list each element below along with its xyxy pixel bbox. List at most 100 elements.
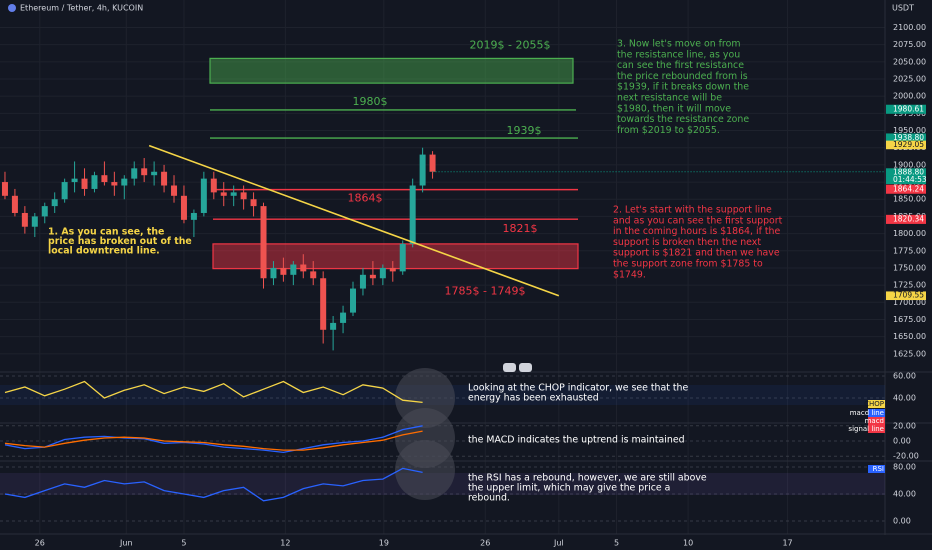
annotation-text: the upper limit, which may give the pric… bbox=[468, 483, 670, 494]
legend-box bbox=[868, 409, 885, 417]
y-tick-label: 0.00 bbox=[893, 517, 911, 526]
annotation-text: $1939, if it breaks down the bbox=[617, 82, 749, 93]
legend-box bbox=[868, 465, 885, 473]
x-tick-label: 12 bbox=[280, 539, 290, 548]
candle-body bbox=[51, 199, 58, 207]
candle-body bbox=[21, 212, 28, 227]
y-tick-label: 1675.00 bbox=[893, 315, 926, 324]
candle-body bbox=[91, 175, 98, 189]
legend-box bbox=[868, 400, 885, 408]
symbol-icon bbox=[8, 4, 16, 12]
annotation-text: 1. As you can see, the bbox=[48, 227, 164, 238]
annotation-text: the price rebounded from is bbox=[617, 71, 748, 82]
candle-body bbox=[359, 274, 366, 289]
candle-body bbox=[131, 168, 138, 179]
candle-body bbox=[389, 267, 396, 272]
countdown: 01:44:53 bbox=[893, 175, 927, 184]
annotation-text: towards the resistance zone bbox=[617, 114, 749, 125]
trendline bbox=[148, 144, 560, 297]
price-tag-label: 1709.55 bbox=[893, 291, 924, 300]
x-tick-label: Jun bbox=[119, 539, 133, 548]
grid bbox=[0, 0, 885, 534]
candle-body bbox=[399, 243, 406, 272]
legend-label: macd bbox=[865, 417, 884, 425]
y-tick-label: 1950.00 bbox=[893, 126, 926, 135]
candle-body bbox=[419, 154, 426, 186]
legend-label: CHOP bbox=[864, 400, 884, 408]
candle-body bbox=[1, 182, 8, 196]
price-tag bbox=[886, 140, 926, 150]
y-tick-label: 40.00 bbox=[893, 490, 916, 499]
level-label: 1939$ bbox=[507, 124, 542, 137]
indicator-icon[interactable] bbox=[503, 363, 516, 372]
price-tag bbox=[886, 133, 926, 143]
x-tick-label: 5 bbox=[614, 539, 619, 548]
y-tick-label: 1750.00 bbox=[893, 263, 926, 272]
candle-body bbox=[280, 267, 287, 275]
candle-body bbox=[270, 267, 277, 279]
y-tick-label: 80.00 bbox=[893, 463, 916, 472]
annotation-text: $1749. bbox=[613, 269, 646, 280]
annotation-text: 2. Let's start with the support line bbox=[613, 205, 772, 216]
candle-body bbox=[31, 216, 38, 227]
y-tick-label: 40.00 bbox=[893, 394, 916, 403]
y-tick-label: 1725.00 bbox=[893, 281, 926, 290]
annotation-text: rebound. bbox=[468, 493, 510, 504]
price-tag-label: 1938.80 bbox=[893, 133, 924, 142]
x-tick-label: 10 bbox=[683, 539, 693, 548]
candle-body bbox=[250, 199, 257, 207]
candle-body bbox=[71, 178, 78, 183]
candle-body bbox=[101, 175, 108, 183]
candle-body bbox=[290, 264, 297, 275]
indicator-icon[interactable] bbox=[519, 363, 532, 372]
y-tick-label: 1800.00 bbox=[893, 229, 926, 238]
candle-body bbox=[379, 267, 386, 279]
candle-body bbox=[171, 185, 178, 196]
candle-body bbox=[11, 195, 18, 213]
annotation-text: from $2019 to $2055. bbox=[617, 125, 720, 136]
y-tick-label: 60.00 bbox=[893, 372, 916, 381]
price-tag bbox=[886, 215, 926, 224]
zone bbox=[209, 57, 574, 84]
annotation-text: price has broken out of the bbox=[48, 236, 192, 247]
x-tick-label: 5 bbox=[181, 539, 186, 548]
price-tag-label: 1864.24 bbox=[893, 184, 924, 193]
highlight-circle bbox=[395, 440, 455, 500]
y-tick-label: 1900.00 bbox=[893, 160, 926, 169]
candle-body bbox=[310, 271, 317, 279]
price-tag-label: 1888.80 bbox=[893, 168, 924, 177]
candle-body bbox=[141, 168, 148, 176]
annotation-text: 3. Now let's move on from bbox=[617, 39, 740, 50]
candle-body bbox=[300, 264, 307, 272]
price-tag bbox=[886, 105, 926, 114]
price-tag bbox=[886, 185, 926, 194]
candle-body bbox=[180, 195, 187, 220]
annotation-text: energy has been exhausted bbox=[468, 393, 599, 404]
x-tick-label: 17 bbox=[782, 539, 792, 548]
x-tick-label: 26 bbox=[480, 539, 490, 548]
legend-label: RSI bbox=[873, 465, 884, 473]
annotation-text: the RSI has a rebound, however, we are s… bbox=[468, 473, 707, 484]
candle-body bbox=[161, 171, 168, 186]
annotation-text: the MACD indicates the uptrend is mainta… bbox=[468, 435, 685, 446]
level-label: 1980$ bbox=[353, 95, 388, 108]
candle-body bbox=[340, 312, 347, 323]
candle-body bbox=[429, 154, 436, 172]
candle-body bbox=[81, 178, 88, 189]
y-tick-label: 2100.00 bbox=[893, 23, 926, 32]
candle-body bbox=[320, 278, 327, 330]
zone-label: 1785$ - 1749$ bbox=[445, 285, 526, 298]
y-tick-label: -20.00 bbox=[893, 452, 919, 461]
y-tick-label: 1700.00 bbox=[893, 298, 926, 307]
symbol-title: Ethereum / Tether, 4h, KUCOIN bbox=[20, 4, 143, 13]
candle-body bbox=[190, 212, 197, 220]
candle-body bbox=[210, 178, 217, 193]
annotation-text: can see the first resistance bbox=[617, 60, 744, 71]
price-tag-label: 1820.34 bbox=[893, 215, 924, 224]
level-label: 1821$ bbox=[503, 222, 538, 235]
y-tick-label: 1650.00 bbox=[893, 332, 926, 341]
x-tick-label: 19 bbox=[379, 539, 389, 548]
candle-body bbox=[220, 192, 227, 196]
